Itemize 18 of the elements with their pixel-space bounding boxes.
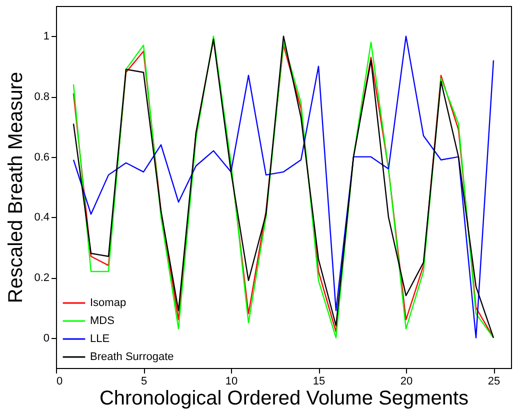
x-axis-title: Chronological Ordered Volume Segments bbox=[99, 388, 469, 410]
y-tick-label: 0.2 bbox=[34, 272, 50, 284]
x-tick-label: 0 bbox=[56, 376, 63, 388]
legend-label: Breath Surrogate bbox=[90, 351, 174, 363]
x-tick-label: 25 bbox=[488, 376, 500, 388]
legend-label: MDS bbox=[90, 315, 114, 327]
legend-label: Isomap bbox=[90, 297, 126, 309]
y-tick-label: 0.6 bbox=[34, 151, 50, 164]
y-tick-label: 0.8 bbox=[34, 91, 50, 103]
x-tick-label: 5 bbox=[140, 376, 148, 388]
y-tick-label: 0 bbox=[43, 332, 50, 344]
y-tick-label: 1 bbox=[43, 30, 50, 43]
legend-label: LLE bbox=[90, 333, 110, 345]
x-tick-label: 10 bbox=[225, 376, 238, 388]
y-axis-title: Rescaled Breath Measure bbox=[5, 72, 28, 304]
x-tick-label: 20 bbox=[400, 376, 413, 388]
y-tick-label: 0.4 bbox=[34, 212, 50, 224]
x-tick-label: 15 bbox=[312, 376, 326, 388]
